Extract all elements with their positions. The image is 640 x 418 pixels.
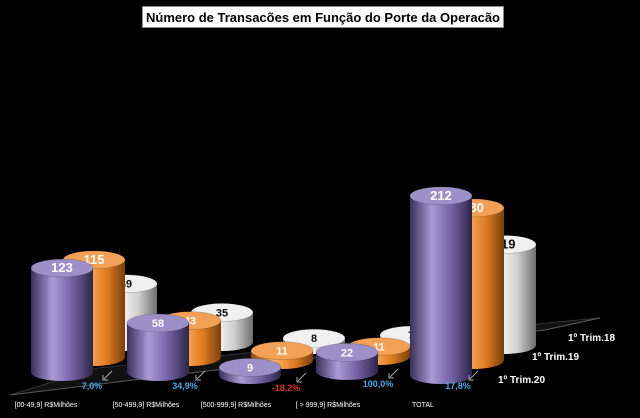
bar-0-1: 58 xyxy=(126,313,190,381)
bar-body xyxy=(31,268,93,381)
change-arrow xyxy=(469,370,479,380)
bar-value-label: 212 xyxy=(430,188,452,203)
bar-value-label: 22 xyxy=(341,347,353,359)
change-arrow-head xyxy=(296,377,302,383)
bar-value-label: 9 xyxy=(247,362,253,374)
change-label-3: 100,0% xyxy=(363,368,399,389)
change-arrow xyxy=(103,370,113,380)
bar-0-2: 9 xyxy=(218,358,282,384)
change-arrow xyxy=(196,370,206,380)
bar-top xyxy=(409,186,473,206)
bar-body xyxy=(127,322,189,381)
bar-value-label: 35 xyxy=(216,307,228,319)
change-value: 100,0% xyxy=(363,379,394,389)
change-arrow xyxy=(389,368,399,378)
bar-value-label: 115 xyxy=(84,252,105,267)
change-arrow-head xyxy=(468,375,474,381)
bar-top xyxy=(282,328,346,348)
change-value: 34,9% xyxy=(172,381,198,391)
bar-value-label: 8 xyxy=(311,333,317,345)
floor-edge-side xyxy=(544,317,601,331)
bar-body xyxy=(410,195,472,384)
category-label: [50-499,9] R$Milhões xyxy=(113,402,180,409)
bar-0-4: 212 xyxy=(409,186,473,384)
bar-0-0: 123 xyxy=(30,258,94,381)
change-value: 7,0% xyxy=(82,381,103,391)
bar-top xyxy=(218,358,282,377)
category-label: [00-49,9] R$Milhões xyxy=(15,402,78,409)
bar-top xyxy=(126,313,190,333)
change-arrow-head xyxy=(388,373,394,379)
bar-value-label: 11 xyxy=(373,342,385,354)
change-label-4: 17,8% xyxy=(445,370,479,391)
change-label-1: 34,9% xyxy=(172,370,206,391)
bar-top xyxy=(315,343,379,362)
bar-top xyxy=(30,258,94,278)
change-arrow xyxy=(297,372,307,382)
chart-title-box: Número de Transacões em Função do Porte … xyxy=(142,6,504,28)
category-label: [ > 999,9] R$Milhões xyxy=(296,402,361,409)
change-value: -18,2% xyxy=(272,383,301,393)
change-arrow-head xyxy=(195,375,201,381)
bar-top xyxy=(250,341,314,361)
bar-value-label: 58 xyxy=(152,318,164,330)
series-label: 1º Trim.18 xyxy=(568,333,615,344)
series-label: 1º Trim.19 xyxy=(532,352,579,363)
chart-title: Número de Transacões em Função do Porte … xyxy=(146,9,500,25)
category-label: [500-999,9] R$Milhões xyxy=(201,402,272,409)
change-arrow-head xyxy=(102,375,108,381)
bar-value-label: 11 xyxy=(276,346,288,358)
category-label: TOTAL xyxy=(412,402,434,409)
change-label-2: -18,2% xyxy=(272,372,307,393)
change-label-0: 7,0% xyxy=(82,370,113,391)
bar-0-3: 22 xyxy=(315,343,379,380)
series-label: 1º Trim.20 xyxy=(498,375,545,386)
bar-value-label: 123 xyxy=(51,260,73,275)
change-value: 17,8% xyxy=(445,381,471,391)
